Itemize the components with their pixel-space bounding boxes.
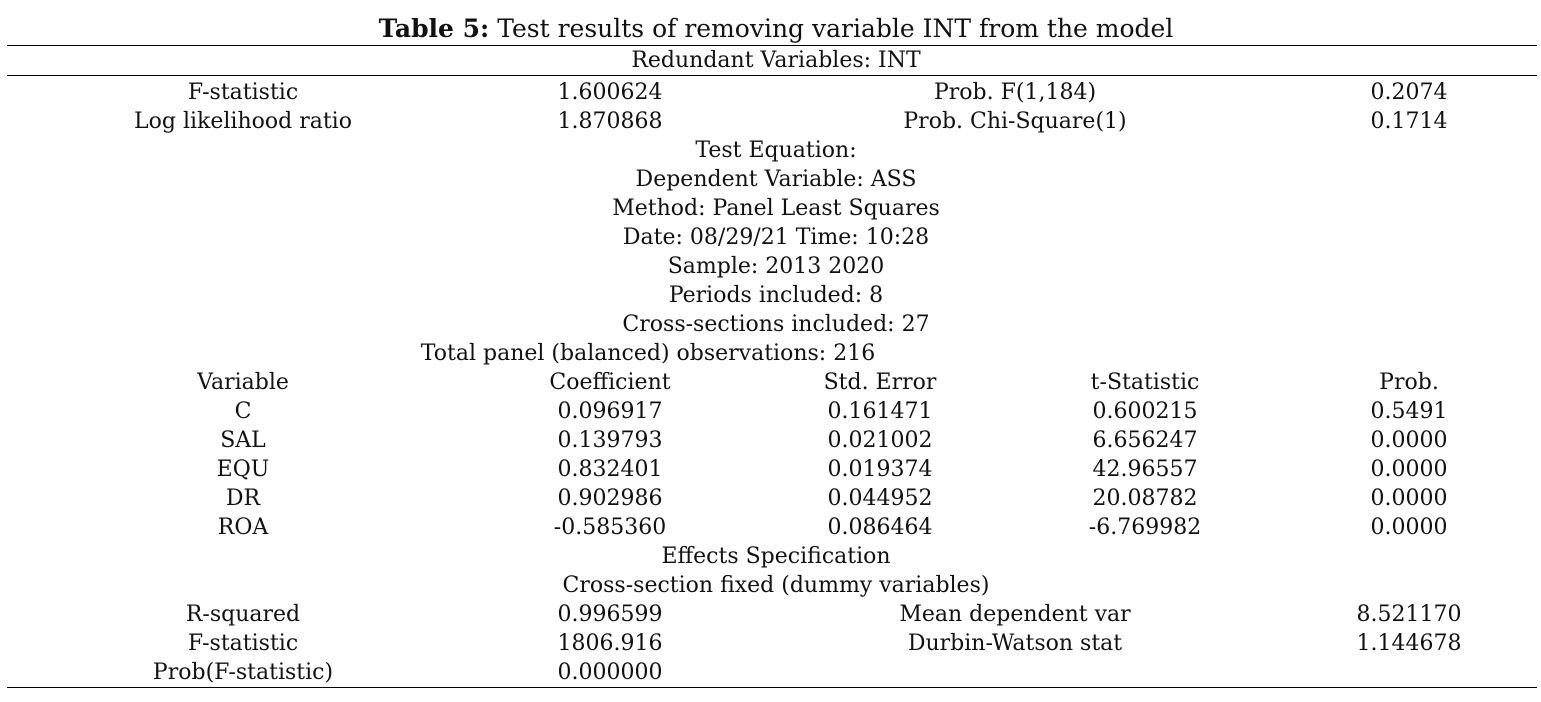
equation-line: Cross-sections included: 27 xyxy=(622,312,930,337)
equation-line: Sample: 2013 2020 xyxy=(667,254,885,279)
test-prob-label: Prob. Chi-Square(1) xyxy=(903,109,1127,134)
cell-variable: SAL xyxy=(220,428,266,453)
bottom-rule xyxy=(7,687,1537,688)
cell-t-statistic: 0.600215 xyxy=(1092,399,1198,424)
cell-coefficient: -0.585360 xyxy=(553,515,667,540)
cell-variable: DR xyxy=(225,486,261,511)
test-value: 1.600624 xyxy=(557,80,663,105)
stat-value: 8.521170 xyxy=(1356,602,1462,627)
stat-label: F-statistic xyxy=(187,631,299,656)
equation-line: Date: 08/29/21 Time: 10:28 xyxy=(622,225,930,250)
stat-label: Durbin-Watson stat xyxy=(907,631,1123,656)
stat-value: 0.000000 xyxy=(557,660,663,685)
cell-coefficient: 0.139793 xyxy=(557,428,663,453)
effects-subtitle: Cross-section fixed (dummy variables) xyxy=(562,573,990,598)
stat-label: Mean dependent var xyxy=(899,602,1131,627)
equation-line: Periods included: 8 xyxy=(668,283,884,308)
col-header-std-error: Std. Error xyxy=(823,370,937,395)
test-label: F-statistic xyxy=(187,80,299,105)
cell-coefficient: 0.096917 xyxy=(557,399,663,424)
cell-prob: 0.0000 xyxy=(1370,428,1448,453)
table-title: Table 5: Test results of removing variab… xyxy=(379,14,1174,44)
stat-value: 0.996599 xyxy=(557,602,663,627)
stat-value: 1.144678 xyxy=(1356,631,1462,656)
test-prob-value: 0.2074 xyxy=(1370,80,1448,105)
cell-prob: 0.0000 xyxy=(1370,515,1448,540)
cell-t-statistic: -6.769982 xyxy=(1088,515,1202,540)
stat-label: R-squared xyxy=(185,602,301,627)
section-header: Redundant Variables: INT xyxy=(631,48,921,73)
col-header-variable: Variable xyxy=(197,370,289,395)
cell-std-error: 0.019374 xyxy=(827,457,933,482)
col-header-coefficient: Coefficient xyxy=(549,370,671,395)
equation-line: Method: Panel Least Squares xyxy=(612,196,940,221)
table-number: Table 5: xyxy=(378,14,490,43)
effects-title: Effects Specification xyxy=(661,544,891,569)
stat-value: 1806.916 xyxy=(557,631,663,656)
equation-line: Total panel (balanced) observations: 216 xyxy=(420,341,876,366)
table-caption: Test results of removing variable INT fr… xyxy=(489,14,1174,43)
cell-prob: 0.0000 xyxy=(1370,486,1448,511)
cell-std-error: 0.021002 xyxy=(827,428,933,453)
top-rule xyxy=(7,45,1537,46)
cell-t-statistic: 42.96557 xyxy=(1092,457,1198,482)
test-prob-label: Prob. F(1,184) xyxy=(933,80,1097,105)
header-rule xyxy=(7,75,1537,76)
cell-prob: 0.0000 xyxy=(1370,457,1448,482)
cell-variable: C xyxy=(234,399,252,424)
col-header-prob: Prob. xyxy=(1379,370,1439,395)
cell-coefficient: 0.902986 xyxy=(557,486,663,511)
cell-t-statistic: 20.08782 xyxy=(1092,486,1198,511)
cell-variable: EQU xyxy=(216,457,270,482)
cell-std-error: 0.086464 xyxy=(827,515,933,540)
stat-label: Prob(F-statistic) xyxy=(152,660,334,685)
test-value: 1.870868 xyxy=(557,109,663,134)
col-header-t-statistic: t-Statistic xyxy=(1090,370,1200,395)
cell-variable: ROA xyxy=(217,515,269,540)
cell-std-error: 0.044952 xyxy=(827,486,933,511)
cell-std-error: 0.161471 xyxy=(827,399,933,424)
test-label: Log likelihood ratio xyxy=(134,109,352,134)
equation-line: Test Equation: xyxy=(695,138,857,163)
cell-coefficient: 0.832401 xyxy=(557,457,663,482)
cell-t-statistic: 6.656247 xyxy=(1092,428,1198,453)
equation-line: Dependent Variable: ASS xyxy=(635,167,917,192)
cell-prob: 0.5491 xyxy=(1370,399,1448,424)
test-prob-value: 0.1714 xyxy=(1370,109,1448,134)
